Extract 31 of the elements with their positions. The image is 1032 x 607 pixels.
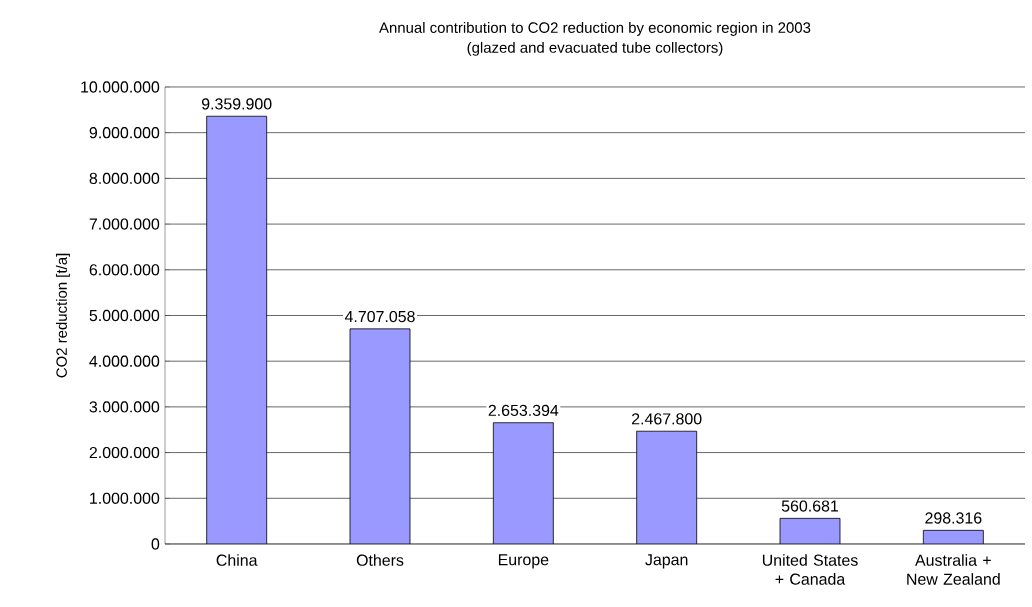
y-tick-label: 7.000.000: [89, 218, 160, 230]
y-tick-label: 6.000.000: [89, 264, 160, 276]
y-tick-label: 2.000.000: [89, 446, 160, 459]
y-tick-label: 1.000.000: [90, 492, 160, 504]
x-tick-label: Europe: [498, 554, 549, 569]
y-axis-title: CO2 reduction [t/a]: [55, 253, 70, 378]
bar: [206, 115, 268, 544]
y-tick-label: 8.000.000: [89, 172, 160, 185]
data-label: 2.653.394: [488, 404, 559, 417]
bar: [636, 430, 698, 544]
x-tick-label: China: [216, 554, 258, 566]
data-label: 9.359.900: [201, 98, 272, 110]
bar: [492, 422, 554, 544]
data-label: 298.316: [925, 512, 982, 524]
x-tick-label: Others: [356, 554, 404, 566]
bar: [349, 328, 411, 544]
data-label: 560.681: [781, 500, 839, 512]
x-tick-label: Australia + New Zealand: [907, 554, 1000, 585]
x-tick-label: United States + Canada: [762, 554, 858, 585]
y-tick-label: 4.000.000: [89, 355, 160, 367]
bar: [779, 517, 841, 544]
y-tick-label: 5.000.000: [89, 309, 160, 322]
chart-title: Annual contribution to CO2 reduction by economic region in 2003: [379, 21, 811, 36]
y-tick-label: 9.000.000: [89, 127, 160, 139]
data-label: 2.467.800: [632, 413, 702, 425]
x-tick-label: Japan: [645, 554, 688, 569]
y-tick-label: 0: [151, 538, 160, 550]
y-tick-label: 3.000.000: [89, 401, 160, 413]
data-label: 4.707.058: [344, 310, 415, 323]
chart-subtitle: (glazed and evacuated tube collectors): [467, 41, 723, 56]
y-tick-label: 10.000.000: [81, 81, 160, 93]
